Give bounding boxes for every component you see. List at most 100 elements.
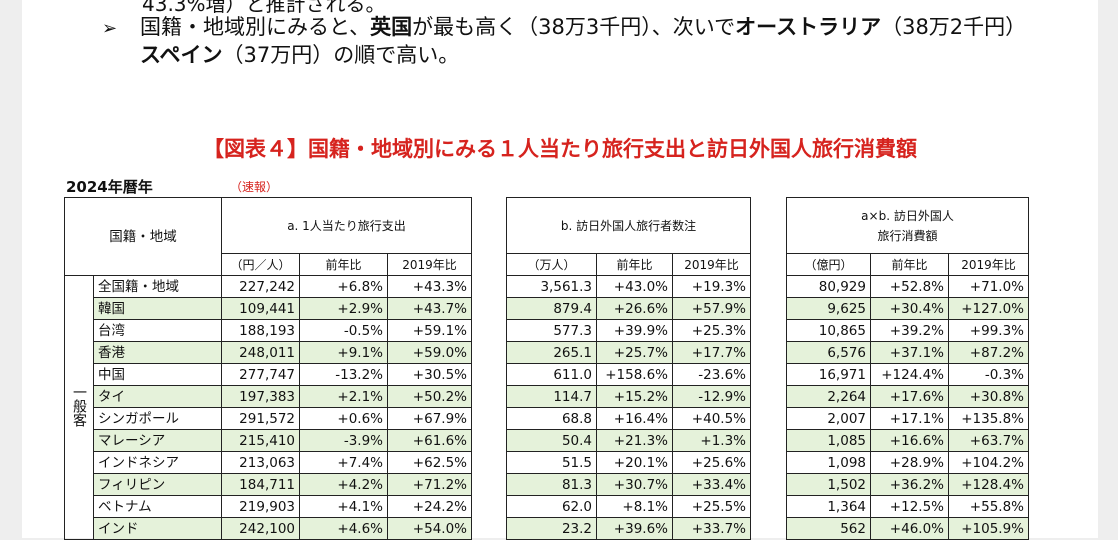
table-cell: +33.4% (672, 473, 751, 496)
table-cell: -0.5% (299, 319, 388, 342)
table-row: 1,085 +16.6% +63.7% (786, 429, 1029, 452)
table-cell: +0.6% (299, 407, 388, 430)
col-a-header: a. 1人当たり旅行支出 (221, 197, 472, 254)
sub-header: （円／人） (221, 253, 300, 276)
table-cell: +25.3% (672, 319, 751, 342)
bullet-paragraph-continued: スペイン（37万円）の順で高い。 (140, 43, 460, 67)
table-cell: +4.2% (299, 473, 388, 496)
country-name: 全国籍・地域 (93, 275, 222, 298)
table-row: 2,264 +17.6% +30.8% (786, 385, 1029, 408)
table-cell: +39.6% (596, 517, 673, 540)
table-cell: +105.9% (948, 517, 1029, 540)
table-row: タイ 197,383 +2.1% +50.2% (65, 385, 472, 408)
table-row: 1,364 +12.5% +55.8% (786, 495, 1029, 518)
table-cell: 227,242 (221, 275, 300, 298)
table-cell: -13.2% (299, 363, 388, 386)
table-row: ベトナム 219,903 +4.1% +24.2% (65, 495, 472, 518)
table-cell: +16.4% (596, 407, 673, 430)
table-row: 611.0 +158.6% -23.6% (506, 363, 751, 386)
table-cell: +127.0% (948, 297, 1029, 320)
table-cell: 188,193 (221, 319, 300, 342)
table-cell: 879.4 (506, 297, 597, 320)
bullet-paragraph: ➢ 国籍・地域別にみると、英国が最も高く（38万3千円）、次いでオーストラリア（3… (102, 13, 1026, 43)
figure-title: 【図表４】国籍・地域別にみる１人当たり旅行支出と訪日外国人旅行消費額 (203, 137, 917, 161)
table-row: 6,576 +37.1% +87.2% (786, 341, 1029, 364)
table-cell: 611.0 (506, 363, 597, 386)
table-cell: -3.9% (299, 429, 388, 452)
bullet-arrow-icon: ➢ (102, 18, 118, 39)
table-cell: 265.1 (506, 341, 597, 364)
table-cell: +43.0% (596, 275, 673, 298)
cut-off-text-line: 43.3%増）と推計される。 (142, 0, 386, 16)
table-cell: +55.8% (948, 495, 1029, 518)
provisional-label: （速報） (230, 180, 279, 194)
table-cell: 2,264 (786, 385, 871, 408)
table-row: 51.5 +20.1% +25.6% (506, 451, 751, 474)
table-cell: +135.8% (948, 407, 1029, 430)
country-name: インドネシア (93, 451, 222, 474)
table-row: インド 242,100 +4.6% +54.0% (65, 517, 472, 540)
table-cell: +1.3% (672, 429, 751, 452)
table-cell: 248,011 (221, 341, 300, 364)
table-cell: +9.1% (299, 341, 388, 364)
table-cell: +24.2% (387, 495, 472, 518)
sub-header: （億円） (786, 253, 871, 276)
group-label: 一般客 (64, 275, 94, 540)
table-cell: +33.7% (672, 517, 751, 540)
table-cell: +2.1% (299, 385, 388, 408)
table-row: マレーシア 215,410 -3.9% +61.6% (65, 429, 472, 452)
table-cell: 68.8 (506, 407, 597, 430)
table-row: 16,971 +124.4% -0.3% (786, 363, 1029, 386)
table-cell: +25.5% (672, 495, 751, 518)
table-cell: +7.4% (299, 451, 388, 474)
table-cell: 1,364 (786, 495, 871, 518)
country-name: 香港 (93, 341, 222, 364)
table-cell: +39.9% (596, 319, 673, 342)
table-row: 10,865 +39.2% +99.3% (786, 319, 1029, 342)
table-row: 879.4 +26.6% +57.9% (506, 297, 751, 320)
table-cell: +37.1% (870, 341, 949, 364)
col-b-header: b. 訪日外国人旅行者数注 (506, 197, 751, 254)
consumption-amount-table: a×b. 訪日外国人 旅行消費額 （億円） 前年比 2019年比 80,929 +… (786, 197, 1029, 540)
table-cell: 2,007 (786, 407, 871, 430)
table-row: 韓国 109,441 +2.9% +43.7% (65, 297, 472, 320)
table-cell: +43.3% (387, 275, 472, 298)
table-cell: 562 (786, 517, 871, 540)
table-cell: +59.0% (387, 341, 472, 364)
table-row: 23.2 +39.6% +33.7% (506, 517, 751, 540)
table-cell: +25.6% (672, 451, 751, 474)
table-cell: +39.2% (870, 319, 949, 342)
table-cell: +71.2% (387, 473, 472, 496)
table-cell: 184,711 (221, 473, 300, 496)
table-cell: +26.6% (596, 297, 673, 320)
highlight-spain: スペイン (140, 43, 223, 67)
table-cell: 10,865 (786, 319, 871, 342)
table-cell: +6.8% (299, 275, 388, 298)
table-cell: +2.9% (299, 297, 388, 320)
sub-header: 前年比 (870, 253, 949, 276)
table-cell: +104.2% (948, 451, 1029, 474)
table-row: 1,098 +28.9% +104.2% (786, 451, 1029, 474)
table-cell: +21.3% (596, 429, 673, 452)
country-name: マレーシア (93, 429, 222, 452)
table-cell: +19.3% (672, 275, 751, 298)
table-row: 一般客 全国籍・地域 227,242 +6.8% +43.3% (64, 275, 472, 540)
document-page: 43.3%増）と推計される。 ➢ 国籍・地域別にみると、英国が最も高く（38万3千… (22, 0, 1098, 540)
table-row: 81.3 +30.7% +33.4% (506, 473, 751, 496)
table-cell: +87.2% (948, 341, 1029, 364)
table-row: 台湾 188,193 -0.5% +59.1% (65, 319, 472, 342)
per-person-spending-table: 国籍・地域 a. 1人当たり旅行支出 （円／人） 前年比 2019年比 一般客全… (64, 197, 472, 540)
table-cell: +50.2% (387, 385, 472, 408)
table-cell: +17.1% (870, 407, 949, 430)
table-cell: 81.3 (506, 473, 597, 496)
table-cell: +52.8% (870, 275, 949, 298)
sub-header: 2019年比 (387, 253, 472, 276)
visitor-count-table: b. 訪日外国人旅行者数注 （万人） 前年比 2019年比 3,561.3 +43… (506, 197, 751, 540)
table-row: 2,007 +17.1% +135.8% (786, 407, 1029, 430)
table-cell: 277,747 (221, 363, 300, 386)
table-cell: +124.4% (870, 363, 949, 386)
table-row: 265.1 +25.7% +17.7% (506, 341, 751, 364)
year-label: 2024年暦年 (66, 178, 153, 196)
table-cell: +17.7% (672, 341, 751, 364)
table-cell: +57.9% (672, 297, 751, 320)
